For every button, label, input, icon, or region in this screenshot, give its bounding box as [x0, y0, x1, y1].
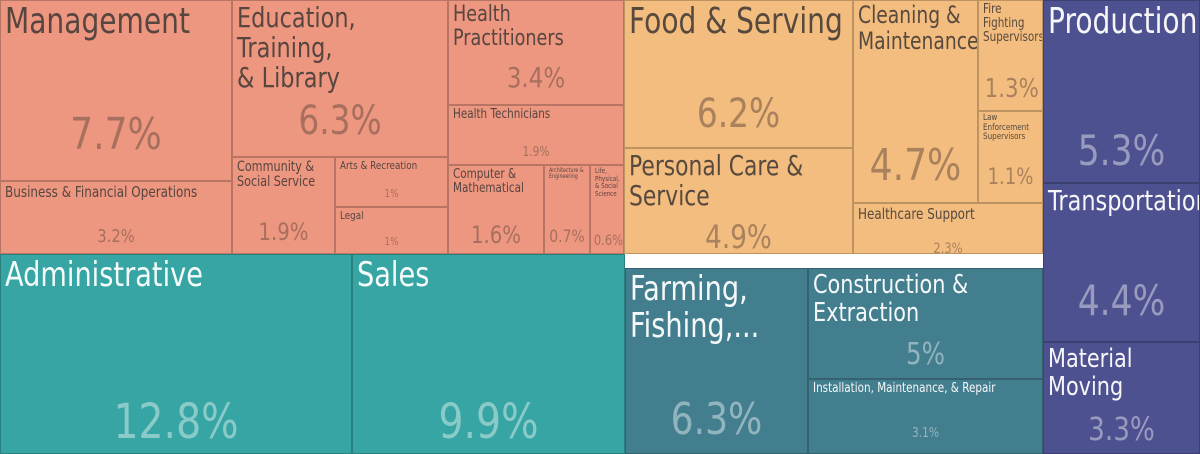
treemap-cell-value: 3.4%	[506, 61, 566, 94]
treemap-cell-value: 1%	[384, 187, 399, 200]
treemap-cell: Management 7.7%	[0, 0, 232, 181]
treemap-cell-label: Transportation	[1048, 184, 1200, 217]
treemap-cell-label: Community & Social Service	[237, 159, 316, 191]
treemap-cell-label: Architecture & Engineering	[549, 167, 584, 181]
treemap-cell: Healthcare Support 2.3%	[853, 203, 1043, 254]
treemap-cell-value: 4.7%	[869, 140, 962, 191]
treemap-cell-value: 9.9%	[438, 394, 539, 450]
treemap-cell-value: 3.1%	[911, 426, 940, 441]
treemap-cell-label: Management	[5, 1, 190, 42]
treemap-cell-value: 4.9%	[705, 218, 772, 254]
treemap-cell: Health Technicians 1.9%	[448, 105, 624, 165]
treemap-cell-value: 1.9%	[522, 145, 550, 160]
treemap-cell-value: 1.6%	[470, 221, 521, 249]
treemap-cell-value: 7.7%	[70, 109, 162, 160]
treemap-cell: Education, Training, & Library 6.3%	[232, 0, 448, 157]
treemap-cell-label: Legal	[340, 209, 364, 222]
treemap-cell-value: 5%	[905, 337, 946, 372]
treemap-cell-value: 6.3%	[670, 394, 763, 445]
treemap-cell-value: 5.3%	[1077, 126, 1166, 175]
treemap-cell: Computer & Mathematical 1.6%	[448, 165, 544, 254]
treemap-cell-label: Health Practitioners	[453, 2, 564, 51]
treemap-cell: Transportation 4.4%	[1043, 183, 1200, 342]
treemap-cell: Law Enforcement Supervisors 1.1%	[978, 111, 1043, 203]
treemap-cell: Fire Fighting Supervisors 1.3%	[978, 0, 1043, 111]
treemap-cell: Food & Serving 6.2%	[624, 0, 853, 148]
treemap-cell-value: 1.9%	[258, 218, 309, 246]
treemap-cell-label: Material Moving	[1048, 344, 1133, 403]
treemap-cell-label: Law Enforcement Supervisors	[983, 113, 1030, 143]
treemap-cell: Health Practitioners 3.4%	[448, 0, 624, 105]
treemap-cell-label: Personal Care & Service	[629, 149, 804, 213]
treemap-cell-value: 3.3%	[1088, 410, 1155, 448]
treemap-cell: Material Moving 3.3%	[1043, 342, 1200, 454]
treemap-cell: Legal 1%	[335, 207, 448, 254]
treemap-cell-value: 4.4%	[1077, 276, 1166, 325]
treemap-cell: Installation, Maintenance, & Repair 3.1%	[808, 379, 1043, 454]
treemap-cell: Administrative 12.8%	[0, 254, 352, 454]
treemap-cell-label: Fire Fighting Supervisors	[983, 2, 1043, 46]
treemap-cell-label: Administrative	[5, 255, 203, 295]
treemap-cell: Architecture & Engineering 0.7%	[544, 165, 590, 254]
treemap-cell: Cleaning & Maintenance 4.7%	[853, 0, 978, 203]
treemap-cell-value: 6.3%	[298, 98, 382, 144]
treemap-cell-label: Food & Serving	[629, 1, 843, 42]
treemap-cell-value: 1.3%	[984, 74, 1039, 104]
treemap-cell: Construction & Extraction 5%	[808, 268, 1043, 379]
treemap-cell: Business & Financial Operations 3.2%	[0, 181, 232, 254]
treemap-cell-label: Business & Financial Operations	[5, 183, 198, 201]
treemap-cell-label: Sales	[357, 255, 430, 295]
treemap-cell-value: 1.1%	[987, 165, 1034, 190]
treemap-cell: Community & Social Service 1.9%	[232, 157, 335, 254]
treemap-cell: Personal Care & Service 4.9%	[624, 148, 853, 254]
treemap-cell-label: Life, Physical, & Social Science	[595, 167, 620, 198]
treemap-cell: Arts & Recreation 1%	[335, 157, 448, 207]
treemap-cell-value: 0.6%	[593, 233, 624, 249]
treemap-cell: Life, Physical, & Social Science 0.6%	[590, 165, 624, 254]
treemap-cell-label: Production	[1048, 1, 1198, 42]
treemap-cell-value: 1%	[384, 235, 399, 248]
treemap-cell: Farming, Fishing,... 6.3%	[625, 268, 808, 454]
treemap-cell-label: Construction & Extraction	[813, 270, 969, 329]
treemap-cell-label: Arts & Recreation	[340, 159, 418, 172]
treemap-cell-value: 2.3%	[933, 241, 963, 254]
treemap-cell-value: 0.7%	[549, 227, 585, 247]
treemap-cell-label: Healthcare Support	[858, 205, 975, 223]
treemap-cell-label: Education, Training, & Library	[237, 1, 356, 95]
treemap-cell-label: Health Technicians	[453, 107, 551, 122]
treemap-cell-label: Computer & Mathematical	[453, 167, 524, 197]
treemap-cell-label: Cleaning & Maintenance	[858, 1, 978, 55]
treemap-cell: Production 5.3%	[1043, 0, 1200, 183]
treemap-cell-value: 6.2%	[696, 91, 781, 137]
treemap-cell-value: 12.8%	[113, 394, 239, 450]
treemap-cell-label: Installation, Maintenance, & Repair	[813, 381, 996, 396]
treemap-cell-label: Farming, Fishing,...	[630, 269, 760, 346]
treemap-cell: Sales 9.9%	[352, 254, 625, 454]
treemap-cell-value: 3.2%	[97, 226, 135, 247]
